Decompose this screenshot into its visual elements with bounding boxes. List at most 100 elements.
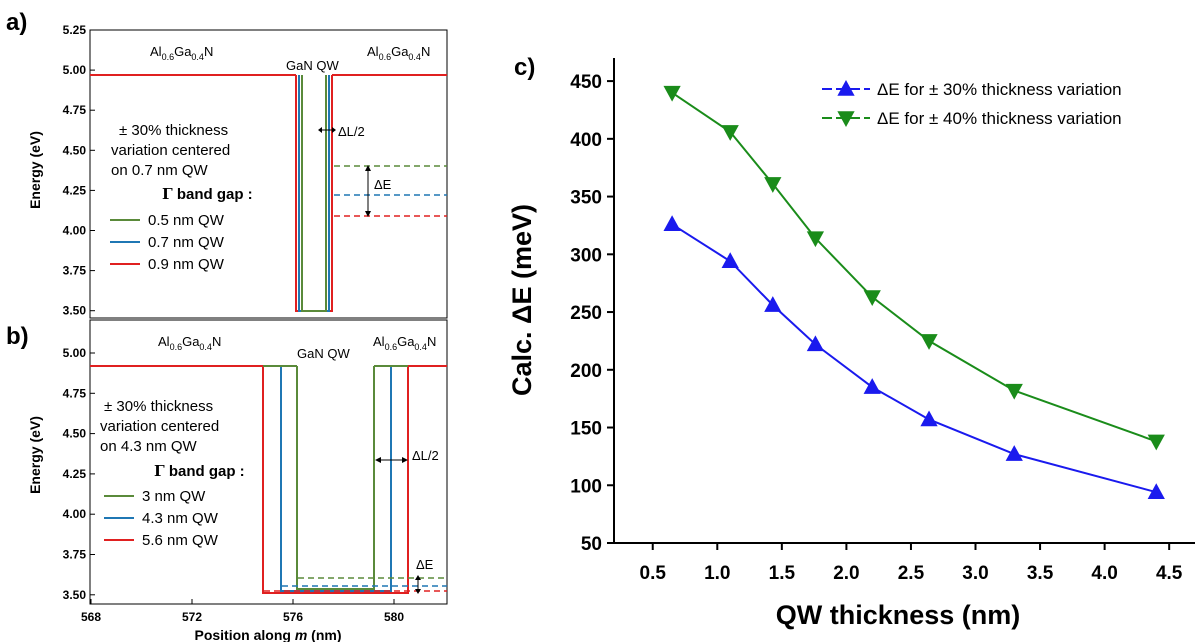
- panel-b-ytick-label: 4.50: [63, 427, 87, 441]
- panel-c-ytick-label: 150: [570, 419, 602, 440]
- series-2-point: [1005, 383, 1023, 400]
- panel-a-de-arrowheads: [365, 165, 371, 217]
- panel-a-dl-arrowheads: [318, 127, 336, 133]
- panel-c-legend-marker: [837, 80, 855, 96]
- panel-c-ytick-label: 300: [570, 245, 602, 266]
- panel-a-legend-label: 0.7 nm QW: [148, 234, 225, 251]
- panel-c-label: c): [514, 54, 535, 81]
- panel-c-xtick-label: 2.5: [898, 563, 925, 584]
- panel-b: 5.00 4.75 4.50 4.25 4.00 3.75 3.50 568 572 576 58…: [27, 319, 448, 642]
- panel-b-xlabel: Position along m (nm): [194, 627, 341, 642]
- panel-a-y-axis: 5.25 5.00 4.75 4.50 4.25 4.00 3.75 3.50: [63, 23, 95, 318]
- panel-c-legend: ΔE for ± 30% thickness variation ΔE for ±…: [822, 80, 1122, 128]
- panel-a-frame: [89, 29, 448, 319]
- panel-b-xtick-label: 568: [81, 610, 101, 624]
- panel-c-legend-marker: [837, 111, 855, 127]
- panel-a-note-line2: variation centered: [111, 142, 230, 159]
- series-2-point: [764, 177, 782, 193]
- panel-a: 5.25 5.00 4.75 4.50 4.25 4.00 3.75 3.50 Energy …: [27, 23, 448, 319]
- panel-c-xtick-label: 1.5: [769, 563, 796, 584]
- series-1-line: [671, 223, 1157, 494]
- panel-a-dl-label: ΔL/2: [338, 124, 365, 139]
- panel-c-ytick-label: 450: [570, 72, 602, 93]
- panel-b-ytick-label: 4.25: [63, 467, 87, 481]
- panel-a-de-label: ΔE: [374, 177, 392, 192]
- panel-b-ytick-label: 3.50: [63, 588, 87, 602]
- series-2-point: [663, 85, 681, 102]
- panel-b-label: b): [6, 323, 29, 350]
- panel-a-well-0.7nm: [298, 75, 330, 312]
- panel-b-right-barrier-label: Al0.6Ga0.4N: [373, 334, 436, 352]
- panel-a-legend-label: 0.5 nm QW: [148, 212, 225, 229]
- panel-b-ylabel: Energy (eV): [27, 416, 43, 494]
- panel-b-ytick-label: 5.00: [63, 346, 87, 360]
- panel-b-legend-label: 4.3 nm QW: [142, 510, 219, 527]
- series-1-point: [920, 410, 938, 427]
- series-1-point: [663, 215, 681, 232]
- panel-a-ytick-label: 4.50: [63, 143, 87, 157]
- panel-c-legend-label: ΔE for ± 40% thickness variation: [877, 109, 1122, 128]
- panel-a-qw-label: GaN QW: [286, 58, 339, 73]
- panel-b-x-axis: 568 572 576 580: [81, 599, 404, 624]
- panel-a-ytick-label: 3.75: [63, 264, 87, 278]
- panel-c-ytick-label: 400: [570, 130, 602, 151]
- panel-c-xtick-label: 4.5: [1156, 563, 1183, 584]
- panel-c-xtick-label: 1.0: [704, 563, 730, 584]
- panel-c-legend-label: ΔE for ± 30% thickness variation: [877, 80, 1122, 99]
- panel-a-legend-label: 0.9 nm QW: [148, 256, 225, 273]
- panel-c-xtick-label: 2.0: [833, 563, 859, 584]
- series-1-point: [721, 252, 739, 268]
- panel-c-ytick-label: 350: [570, 188, 602, 209]
- panel-a-ytick-label: 3.50: [63, 304, 87, 318]
- panel-c: 50 100 150 200 250 300 350 400 450 0.5 1.0 1.5 2.0 2…: [507, 58, 1195, 630]
- panel-c-ytick-label: 100: [570, 476, 602, 497]
- panel-a-ylabel: Energy (eV): [27, 131, 43, 209]
- series-1-point: [863, 378, 881, 394]
- series-2-point: [721, 125, 739, 141]
- panel-a-note-line3: on 0.7 nm QW: [111, 162, 209, 179]
- panel-b-legend-label: 5.6 nm QW: [142, 532, 219, 549]
- panel-b-ytick-label: 4.00: [63, 507, 87, 521]
- panel-c-xtick-label: 4.0: [1091, 563, 1117, 584]
- panel-a-ytick-label: 5.25: [63, 23, 87, 37]
- series-2-line: [671, 91, 1157, 443]
- panel-b-y-axis: 5.00 4.75 4.50 4.25 4.00 3.75 3.50: [63, 346, 95, 602]
- panel-a-ytick-label: 4.75: [63, 103, 87, 117]
- panel-b-well-5.6nm: [262, 366, 409, 594]
- panel-b-de-label: ΔE: [416, 557, 434, 572]
- panel-b-note-line1: ± 30% thickness: [104, 398, 213, 415]
- panel-c-y-axis: 50 100 150 200 250 300 350 400 450: [570, 72, 614, 555]
- series-2-point: [806, 231, 825, 248]
- panel-b-xtick-label: 580: [384, 610, 404, 624]
- panel-a-legend: 0.5 nm QW 0.7 nm QW 0.9 nm QW: [110, 212, 225, 273]
- panel-c-xtick-label: 3.0: [962, 563, 988, 584]
- panel-b-xtick-label: 572: [182, 610, 202, 624]
- panel-b-de-arrowheads: [415, 575, 421, 594]
- panel-a-note-line1: ± 30% thickness: [119, 122, 228, 139]
- panel-b-xtick-label: 576: [283, 610, 303, 624]
- panel-a-right-barrier-label: Al0.6Ga0.4N: [367, 44, 430, 62]
- panel-c-xlabel: QW thickness (nm): [776, 600, 1021, 630]
- series-2-point: [863, 290, 881, 307]
- panel-c-ylabel: Calc. ΔE (meV): [507, 204, 537, 396]
- panel-a-well-0.5nm: [301, 75, 327, 312]
- panel-a-band-gap-title: Γ band gap :: [162, 185, 253, 203]
- panel-b-legend: 3 nm QW 4.3 nm QW 5.6 nm QW: [104, 488, 219, 549]
- series-1-point: [1147, 483, 1165, 499]
- panel-b-left-barrier-label: Al0.6Ga0.4N: [158, 334, 221, 352]
- panel-b-well-3nm: [296, 366, 375, 590]
- panel-a-ytick-label: 4.00: [63, 224, 87, 238]
- panel-c-ytick-label: 200: [570, 361, 602, 382]
- panel-b-frame: [89, 319, 448, 605]
- panel-b-note-line3: on 4.3 nm QW: [100, 438, 198, 455]
- panel-b-band-gap-title: Γ band gap :: [154, 462, 245, 480]
- series-1-point: [764, 296, 782, 312]
- panel-b-qw-label: GaN QW: [297, 346, 350, 361]
- panel-a-left-barrier-label: Al0.6Ga0.4N: [150, 44, 213, 62]
- series-2-point: [1147, 434, 1165, 451]
- series-2-point: [920, 334, 938, 350]
- panel-c-xtick-label: 0.5: [640, 563, 667, 584]
- panel-b-note-line2: variation centered: [100, 418, 219, 435]
- panel-b-ytick-label: 3.75: [63, 548, 87, 562]
